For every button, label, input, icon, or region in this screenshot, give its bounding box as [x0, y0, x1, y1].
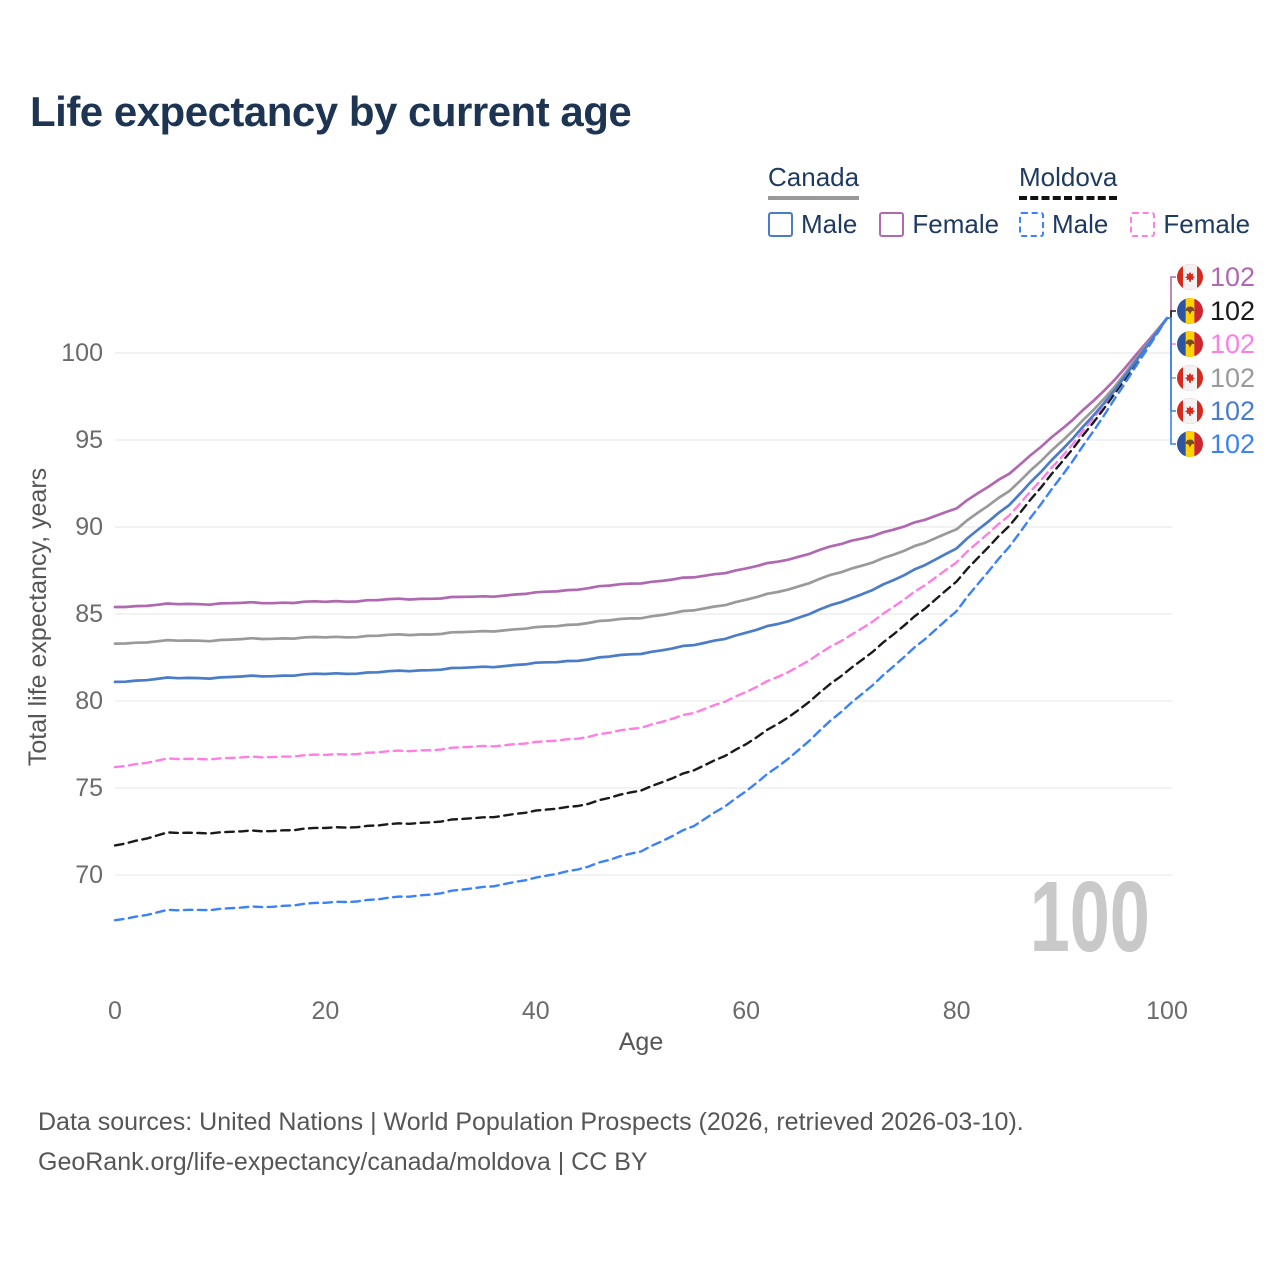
series-line-moldova-male[interactable] [113, 317, 1169, 922]
legend-country-moldova[interactable]: Moldova [1019, 162, 1118, 200]
legend-item-moldova-female[interactable]: Female [1130, 209, 1250, 240]
end-value-label: 102 [1210, 396, 1255, 426]
legend-item-label: Male [1052, 209, 1109, 239]
end-value-label: 102 [1210, 296, 1255, 326]
legend-item-label: Female [912, 209, 1000, 239]
legend-item-canada-male[interactable]: Male [768, 209, 857, 240]
y-tick-label: 90 [75, 513, 103, 541]
series-line-moldova-female[interactable] [113, 317, 1169, 769]
series-line-canada-female[interactable] [113, 316, 1169, 609]
canada-female-swatch-icon [879, 212, 905, 237]
legend-item-moldova-male[interactable]: Male [1019, 209, 1108, 240]
x-axis-label: Age [619, 1028, 663, 1056]
end-value-label: 102 [1210, 429, 1255, 459]
y-tick-label: 75 [75, 774, 103, 802]
canada-flag-icon [1177, 398, 1203, 424]
y-tick-label: 70 [75, 861, 103, 889]
canada-flag-icon [1177, 264, 1203, 290]
x-tick-label: 40 [522, 997, 550, 1025]
x-tick-label: 20 [311, 997, 339, 1025]
moldova-flag-icon [1177, 298, 1203, 324]
maple-leaf-icon [1184, 271, 1196, 283]
x-tick-label: 100 [1146, 997, 1188, 1025]
legend-group-moldova: Moldova Male Female [1019, 162, 1250, 240]
x-tick-label: 60 [732, 997, 760, 1025]
y-tick-label: 80 [75, 687, 103, 715]
series-line-moldova[interactable] [113, 317, 1169, 847]
moldova-emblem-icon [1185, 339, 1195, 348]
moldova-flag-icon [1177, 331, 1203, 357]
end-value-label: 102 [1210, 262, 1255, 292]
canada-male-swatch-icon [768, 212, 793, 237]
legend-item-canada-female[interactable]: Female [879, 209, 999, 240]
x-tick-label: 0 [108, 997, 122, 1025]
y-tick-label: 100 [61, 339, 103, 367]
moldova-male-swatch-icon [1019, 212, 1044, 237]
page-title: Life expectancy by current age [30, 88, 632, 135]
maple-leaf-icon [1184, 372, 1196, 384]
end-value-label: 102 [1210, 363, 1255, 393]
maple-leaf-icon [1184, 405, 1196, 417]
data-sources-text: Data sources: United Nations | World Pop… [38, 1108, 1024, 1136]
legend-country-canada[interactable]: Canada [768, 162, 860, 200]
moldova-emblem-icon [1185, 439, 1195, 448]
series-line-canada[interactable] [113, 316, 1169, 645]
attribution-url-text: GeoRank.org/life-expectancy/canada/moldo… [38, 1148, 648, 1176]
moldova-flag-icon [1177, 431, 1203, 457]
moldova-female-swatch-icon [1130, 212, 1156, 237]
end-label-connector [1167, 310, 1176, 319]
moldova-emblem-icon [1185, 306, 1195, 315]
canada-flag-icon [1177, 365, 1203, 391]
y-tick-label: 95 [75, 426, 103, 454]
x-tick-label: 80 [943, 997, 971, 1025]
age-watermark: 100 [1029, 861, 1150, 973]
end-value-label: 102 [1210, 329, 1255, 359]
y-tick-label: 85 [75, 600, 103, 628]
y-axis-label: Total life expectancy, years [24, 468, 52, 766]
legend-group-canada: Canada Male Female [768, 162, 999, 240]
series-line-canada-male[interactable] [113, 316, 1169, 684]
legend-item-label: Female [1163, 209, 1251, 239]
end-label-connector [1167, 317, 1176, 445]
legend-item-label: Male [801, 209, 858, 239]
